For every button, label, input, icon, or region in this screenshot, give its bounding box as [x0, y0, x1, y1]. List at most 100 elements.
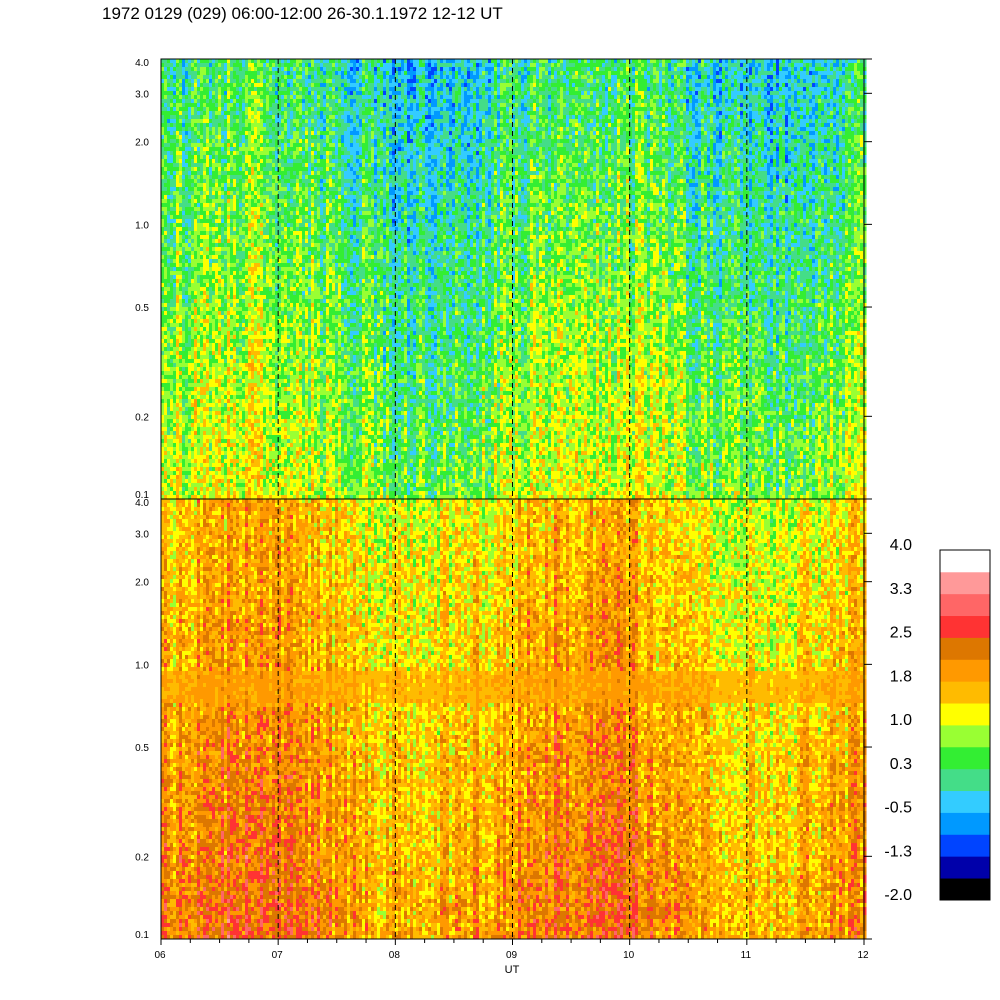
heatmap-cell [170, 187, 174, 192]
heatmap-cell [242, 227, 246, 232]
heatmap-cell [173, 223, 177, 228]
heatmap-cell [179, 67, 183, 72]
heatmap-cell [206, 95, 210, 100]
heatmap-cell [239, 191, 243, 196]
heatmap-cell [188, 179, 192, 184]
heatmap-cell [242, 279, 246, 284]
heatmap-cell [245, 251, 249, 256]
heatmap-cell [173, 135, 177, 140]
heatmap-cell [224, 399, 228, 404]
heatmap-cell [182, 283, 186, 288]
heatmap-cell [200, 323, 204, 328]
heatmap-cell [200, 239, 204, 244]
heatmap-cell [185, 239, 189, 244]
heatmap-cell [188, 123, 192, 128]
heatmap-cell [182, 171, 186, 176]
heatmap-cell [179, 247, 183, 252]
heatmap-cell [170, 471, 174, 476]
heatmap-cell [230, 459, 234, 464]
heatmap-cell [233, 391, 237, 396]
heatmap-cell [182, 355, 186, 360]
heatmap-cell [230, 279, 234, 284]
heatmap-cell [233, 283, 237, 288]
heatmap-cell [170, 243, 174, 248]
heatmap-cell [176, 63, 180, 68]
heatmap-cell [218, 411, 222, 416]
heatmap-cell [173, 355, 177, 360]
heatmap-cell [224, 479, 228, 484]
heatmap-cell [242, 79, 246, 84]
heatmap-cell [203, 199, 207, 204]
heatmap-cell [176, 299, 180, 304]
heatmap-cell [224, 407, 228, 412]
heatmap-cell [182, 235, 186, 240]
heatmap-cell [227, 271, 231, 276]
heatmap-cell [167, 355, 171, 360]
heatmap-cell [182, 123, 186, 128]
heatmap-cell [230, 75, 234, 80]
heatmap-cell [167, 95, 171, 100]
heatmap-cell [224, 103, 228, 108]
heatmap-cell [245, 223, 249, 228]
heatmap-cell [164, 355, 168, 360]
heatmap-cell [236, 111, 240, 116]
heatmap-cell [245, 367, 249, 372]
heatmap-cell [227, 159, 231, 164]
heatmap-cell [167, 63, 171, 68]
heatmap-cell [212, 215, 216, 220]
heatmap-cell [194, 315, 198, 320]
heatmap-cell [170, 399, 174, 404]
heatmap-cell [161, 123, 165, 128]
heatmap-cell [215, 283, 219, 288]
heatmap-cell [230, 71, 234, 76]
heatmap-cell [230, 195, 234, 200]
heatmap-cell [209, 199, 213, 204]
heatmap-cell [203, 403, 207, 408]
heatmap-cell [206, 191, 210, 196]
heatmap-cell [203, 247, 207, 252]
heatmap-cell [227, 379, 231, 384]
heatmap-cell [197, 347, 201, 352]
heatmap-cell [209, 175, 213, 180]
heatmap-cell [224, 63, 228, 68]
heatmap-cell [203, 219, 207, 224]
heatmap-cell [236, 295, 240, 300]
heatmap-cell [203, 307, 207, 312]
heatmap-cell [164, 107, 168, 112]
heatmap-cell [206, 379, 210, 384]
heatmap-cell [206, 91, 210, 96]
heatmap-cell [224, 387, 228, 392]
heatmap-cell [176, 195, 180, 200]
heatmap-cell [230, 155, 234, 160]
heatmap-cell [212, 139, 216, 144]
heatmap-cell [185, 63, 189, 68]
heatmap-cell [191, 463, 195, 468]
heatmap-cell [221, 303, 225, 308]
heatmap-cell [200, 447, 204, 452]
heatmap-cell [230, 371, 234, 376]
heatmap-cell [173, 423, 177, 428]
heatmap-cell [236, 191, 240, 196]
heatmap-cell [164, 299, 168, 304]
heatmap-cell [188, 419, 192, 424]
heatmap-cell [161, 435, 165, 440]
heatmap-cell [179, 459, 183, 464]
heatmap-cell [161, 463, 165, 468]
heatmap-cell [194, 247, 198, 252]
heatmap-cell [212, 291, 216, 296]
heatmap-cell [236, 247, 240, 252]
heatmap-cell [194, 299, 198, 304]
heatmap-cell [182, 295, 186, 300]
heatmap-cell [188, 255, 192, 260]
heatmap-cell [212, 399, 216, 404]
heatmap-cell [167, 363, 171, 368]
heatmap-cell [176, 483, 180, 488]
heatmap-cell [188, 335, 192, 340]
heatmap-cell [197, 287, 201, 292]
heatmap-cell [167, 155, 171, 160]
heatmap-cell [245, 63, 249, 68]
heatmap-cell [230, 271, 234, 276]
heatmap-cell [227, 487, 231, 492]
heatmap-cell [236, 91, 240, 96]
heatmap-cell [242, 311, 246, 316]
